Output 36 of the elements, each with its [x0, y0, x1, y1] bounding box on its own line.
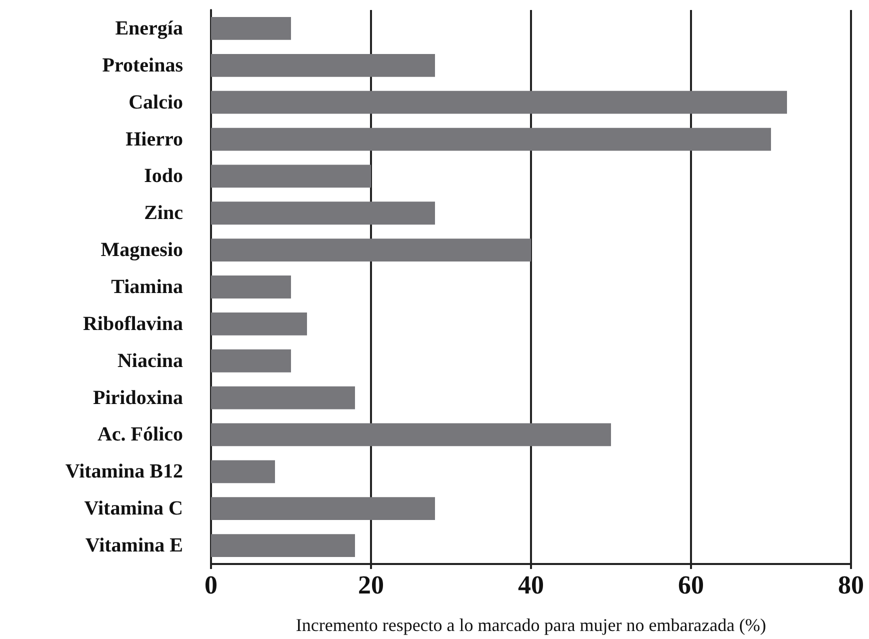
bar	[211, 386, 355, 410]
y-tick-label: Energía	[115, 17, 183, 40]
y-tick-label: Niacina	[117, 350, 183, 372]
y-tick-label: Piridoxina	[92, 386, 183, 409]
y-tick-label: Riboflavina	[82, 312, 183, 335]
y-tick-label: Zinc	[144, 202, 184, 224]
y-tick-label: Calcio	[128, 91, 183, 114]
x-tick-label: 40	[518, 570, 544, 600]
bar	[211, 276, 291, 298]
bar	[211, 128, 771, 151]
y-tick-label: Vitamina B12	[65, 460, 183, 483]
y-tick-label: Ac. Fólico	[97, 424, 183, 446]
y-tick-label: Hierro	[126, 128, 183, 150]
x-tick-label: 60	[678, 570, 704, 600]
bar	[211, 54, 435, 77]
y-tick-label: Vitamina C	[84, 498, 183, 520]
bar	[211, 534, 355, 557]
bar	[211, 497, 435, 520]
x-axis-title: Incremento respecto a lo marcado para mujer no embarazada (%)	[296, 615, 766, 635]
bar	[211, 202, 435, 225]
bar	[211, 17, 291, 40]
bar	[211, 164, 371, 188]
y-tick-label: Vitamina E	[85, 534, 183, 557]
y-tick-label: Proteinas	[102, 54, 184, 76]
x-tick-label: 0	[204, 570, 218, 600]
x-tick-label: 80	[838, 570, 864, 600]
bar	[211, 460, 275, 484]
y-tick-label: Tiamina	[111, 276, 183, 298]
y-tick-label: Magnesio	[100, 239, 183, 262]
bar	[211, 238, 531, 262]
x-tick-label: 20	[358, 570, 384, 600]
bar	[211, 423, 611, 446]
y-tick-label: Iodo	[144, 165, 183, 188]
bar	[211, 349, 291, 372]
bar	[211, 312, 307, 336]
bar	[211, 90, 787, 114]
